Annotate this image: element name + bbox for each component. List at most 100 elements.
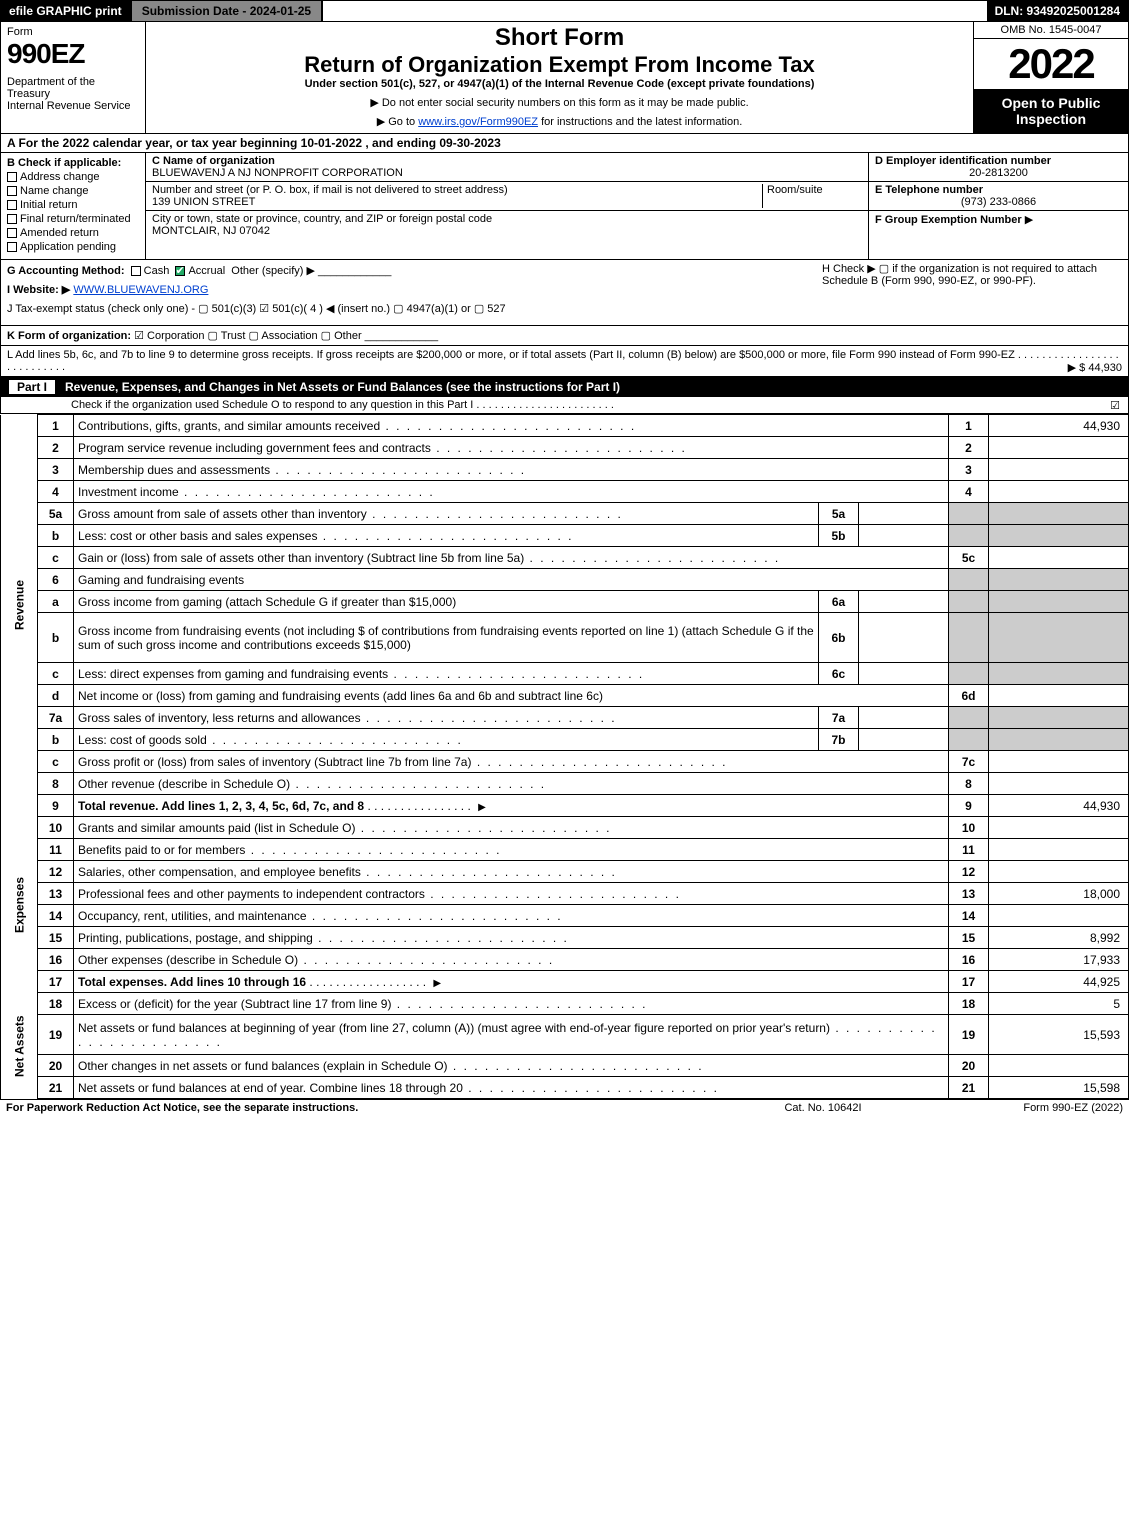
header-right: OMB No. 1545-0047 2022 Open to Public In… [973, 22, 1128, 133]
l19-d: Net assets or fund balances at beginning… [78, 1021, 937, 1049]
l17-d: Total expenses. Add lines 10 through 16 [78, 975, 306, 989]
chk-accrual[interactable] [175, 266, 185, 276]
l20-ln: 20 [949, 1055, 989, 1077]
l10-n: 10 [38, 817, 74, 839]
l15-d: Printing, publications, postage, and shi… [78, 931, 569, 945]
l3-d: Membership dues and assessments [78, 463, 526, 477]
irs-link[interactable]: www.irs.gov/Form990EZ [418, 116, 538, 128]
l6d-amt [989, 685, 1129, 707]
l2-ln: 2 [949, 437, 989, 459]
l5c-n: c [38, 547, 74, 569]
c-name-label: C Name of organization [152, 155, 275, 167]
l6b-sv [859, 613, 949, 663]
f-arrow: ▶ [1025, 214, 1033, 226]
l7c-d: Gross profit or (loss) from sales of inv… [78, 755, 728, 769]
chk-name-change[interactable] [7, 186, 17, 196]
l14-n: 14 [38, 905, 74, 927]
l6c-sb: 6c [819, 663, 859, 685]
l17-n: 17 [38, 971, 74, 993]
opt-application-pending: Application pending [20, 241, 116, 253]
l6b-sb: 6b [819, 613, 859, 663]
lines-table: Revenue 1 Contributions, gifts, grants, … [0, 414, 1129, 1099]
dln-label: DLN: 93492025001284 [987, 1, 1128, 21]
l6c-ash [989, 663, 1129, 685]
l7b-sh [949, 729, 989, 751]
l18-d: Excess or (deficit) for the year (Subtra… [78, 997, 647, 1011]
l18-ln: 18 [949, 993, 989, 1015]
l6a-sb: 6a [819, 591, 859, 613]
l6a-sv [859, 591, 949, 613]
l1-ln: 1 [949, 415, 989, 437]
opt-initial-return: Initial return [20, 199, 77, 211]
l5a-sv [859, 503, 949, 525]
chk-application-pending[interactable] [7, 242, 17, 252]
l20-n: 20 [38, 1055, 74, 1077]
l6d-d: Net income or (loss) from gaming and fun… [74, 685, 949, 707]
l20-d: Other changes in net assets or fund bala… [78, 1059, 704, 1073]
l7a-sh [949, 707, 989, 729]
col-c-org: C Name of organization BLUEWAVENJ A NJ N… [146, 153, 868, 259]
l6c-n: c [38, 663, 74, 685]
l21-amt: 15,598 [989, 1077, 1129, 1099]
l17-amt: 44,925 [989, 971, 1129, 993]
section-a-year: A For the 2022 calendar year, or tax yea… [0, 134, 1129, 153]
tax-year: 2022 [974, 39, 1128, 89]
subtitle: Under section 501(c), 527, or 4947(a)(1)… [152, 78, 967, 90]
row-k: K Form of organization: ☑ Corporation ▢ … [0, 326, 1129, 346]
chk-initial-return[interactable] [7, 200, 17, 210]
l12-ln: 12 [949, 861, 989, 883]
l21-ln: 21 [949, 1077, 989, 1099]
l14-ln: 14 [949, 905, 989, 927]
h-box: H Check ▶ ▢ if the organization is not r… [822, 262, 1122, 287]
city-label: City or town, state or province, country… [152, 213, 862, 225]
l5a-sb: 5a [819, 503, 859, 525]
part-i-title: Revenue, Expenses, and Changes in Net As… [65, 380, 1120, 394]
l6a-d: Gross income from gaming (attach Schedul… [74, 591, 819, 613]
arrow-icon [474, 799, 490, 813]
part-i-num: Part I [9, 380, 55, 394]
l6-ash [989, 569, 1129, 591]
l5b-n: b [38, 525, 74, 547]
note2-pre: ▶ Go to [377, 116, 418, 128]
chk-amended-return[interactable] [7, 228, 17, 238]
l7a-sv [859, 707, 949, 729]
l7a-d: Gross sales of inventory, less returns a… [78, 711, 617, 725]
l5b-sv [859, 525, 949, 547]
phone-value: (973) 233-0866 [875, 196, 1122, 208]
col-de: D Employer identification number 20-2813… [868, 153, 1128, 259]
l14-d: Occupancy, rent, utilities, and maintena… [78, 909, 563, 923]
part-i-wrap: Part I Revenue, Expenses, and Changes in… [0, 377, 1129, 414]
chk-cash[interactable] [131, 266, 141, 276]
room-suite-label: Room/suite [762, 184, 862, 208]
l9-amt: 44,930 [989, 795, 1129, 817]
street-label: Number and street (or P. O. box, if mail… [152, 184, 762, 196]
l18-n: 18 [38, 993, 74, 1015]
efile-label[interactable]: efile GRAPHIC print [1, 1, 130, 21]
header-center: Short Form Return of Organization Exempt… [146, 22, 973, 133]
e-label: E Telephone number [875, 184, 983, 196]
website-link[interactable]: WWW.BLUEWAVENJ.ORG [73, 284, 208, 296]
side-revenue: Revenue [1, 415, 38, 795]
topbar-spacer [323, 1, 986, 21]
header-left: Form 990EZ Department of the Treasury In… [1, 22, 146, 133]
l11-amt [989, 839, 1129, 861]
l19-n: 19 [38, 1015, 74, 1055]
l6b-sh [949, 613, 989, 663]
chk-final-return[interactable] [7, 214, 17, 224]
l6a-n: a [38, 591, 74, 613]
l21-d: Net assets or fund balances at end of ye… [78, 1081, 719, 1095]
part-i-check[interactable]: ☑ [1110, 399, 1120, 412]
l7b-sv [859, 729, 949, 751]
l5b-sh [949, 525, 989, 547]
l16-n: 16 [38, 949, 74, 971]
l1-amt: 44,930 [989, 415, 1129, 437]
l9-n: 9 [38, 795, 74, 817]
l13-ln: 13 [949, 883, 989, 905]
chk-address-change[interactable] [7, 172, 17, 182]
l3-ln: 3 [949, 459, 989, 481]
opt-final-return: Final return/terminated [20, 213, 131, 225]
org-name: BLUEWAVENJ A NJ NONPROFIT CORPORATION [152, 167, 862, 179]
part-i-sub-text: Check if the organization used Schedule … [71, 399, 473, 411]
footer-right: Form 990-EZ (2022) [923, 1102, 1123, 1114]
g-accrual: Accrual [188, 265, 225, 277]
